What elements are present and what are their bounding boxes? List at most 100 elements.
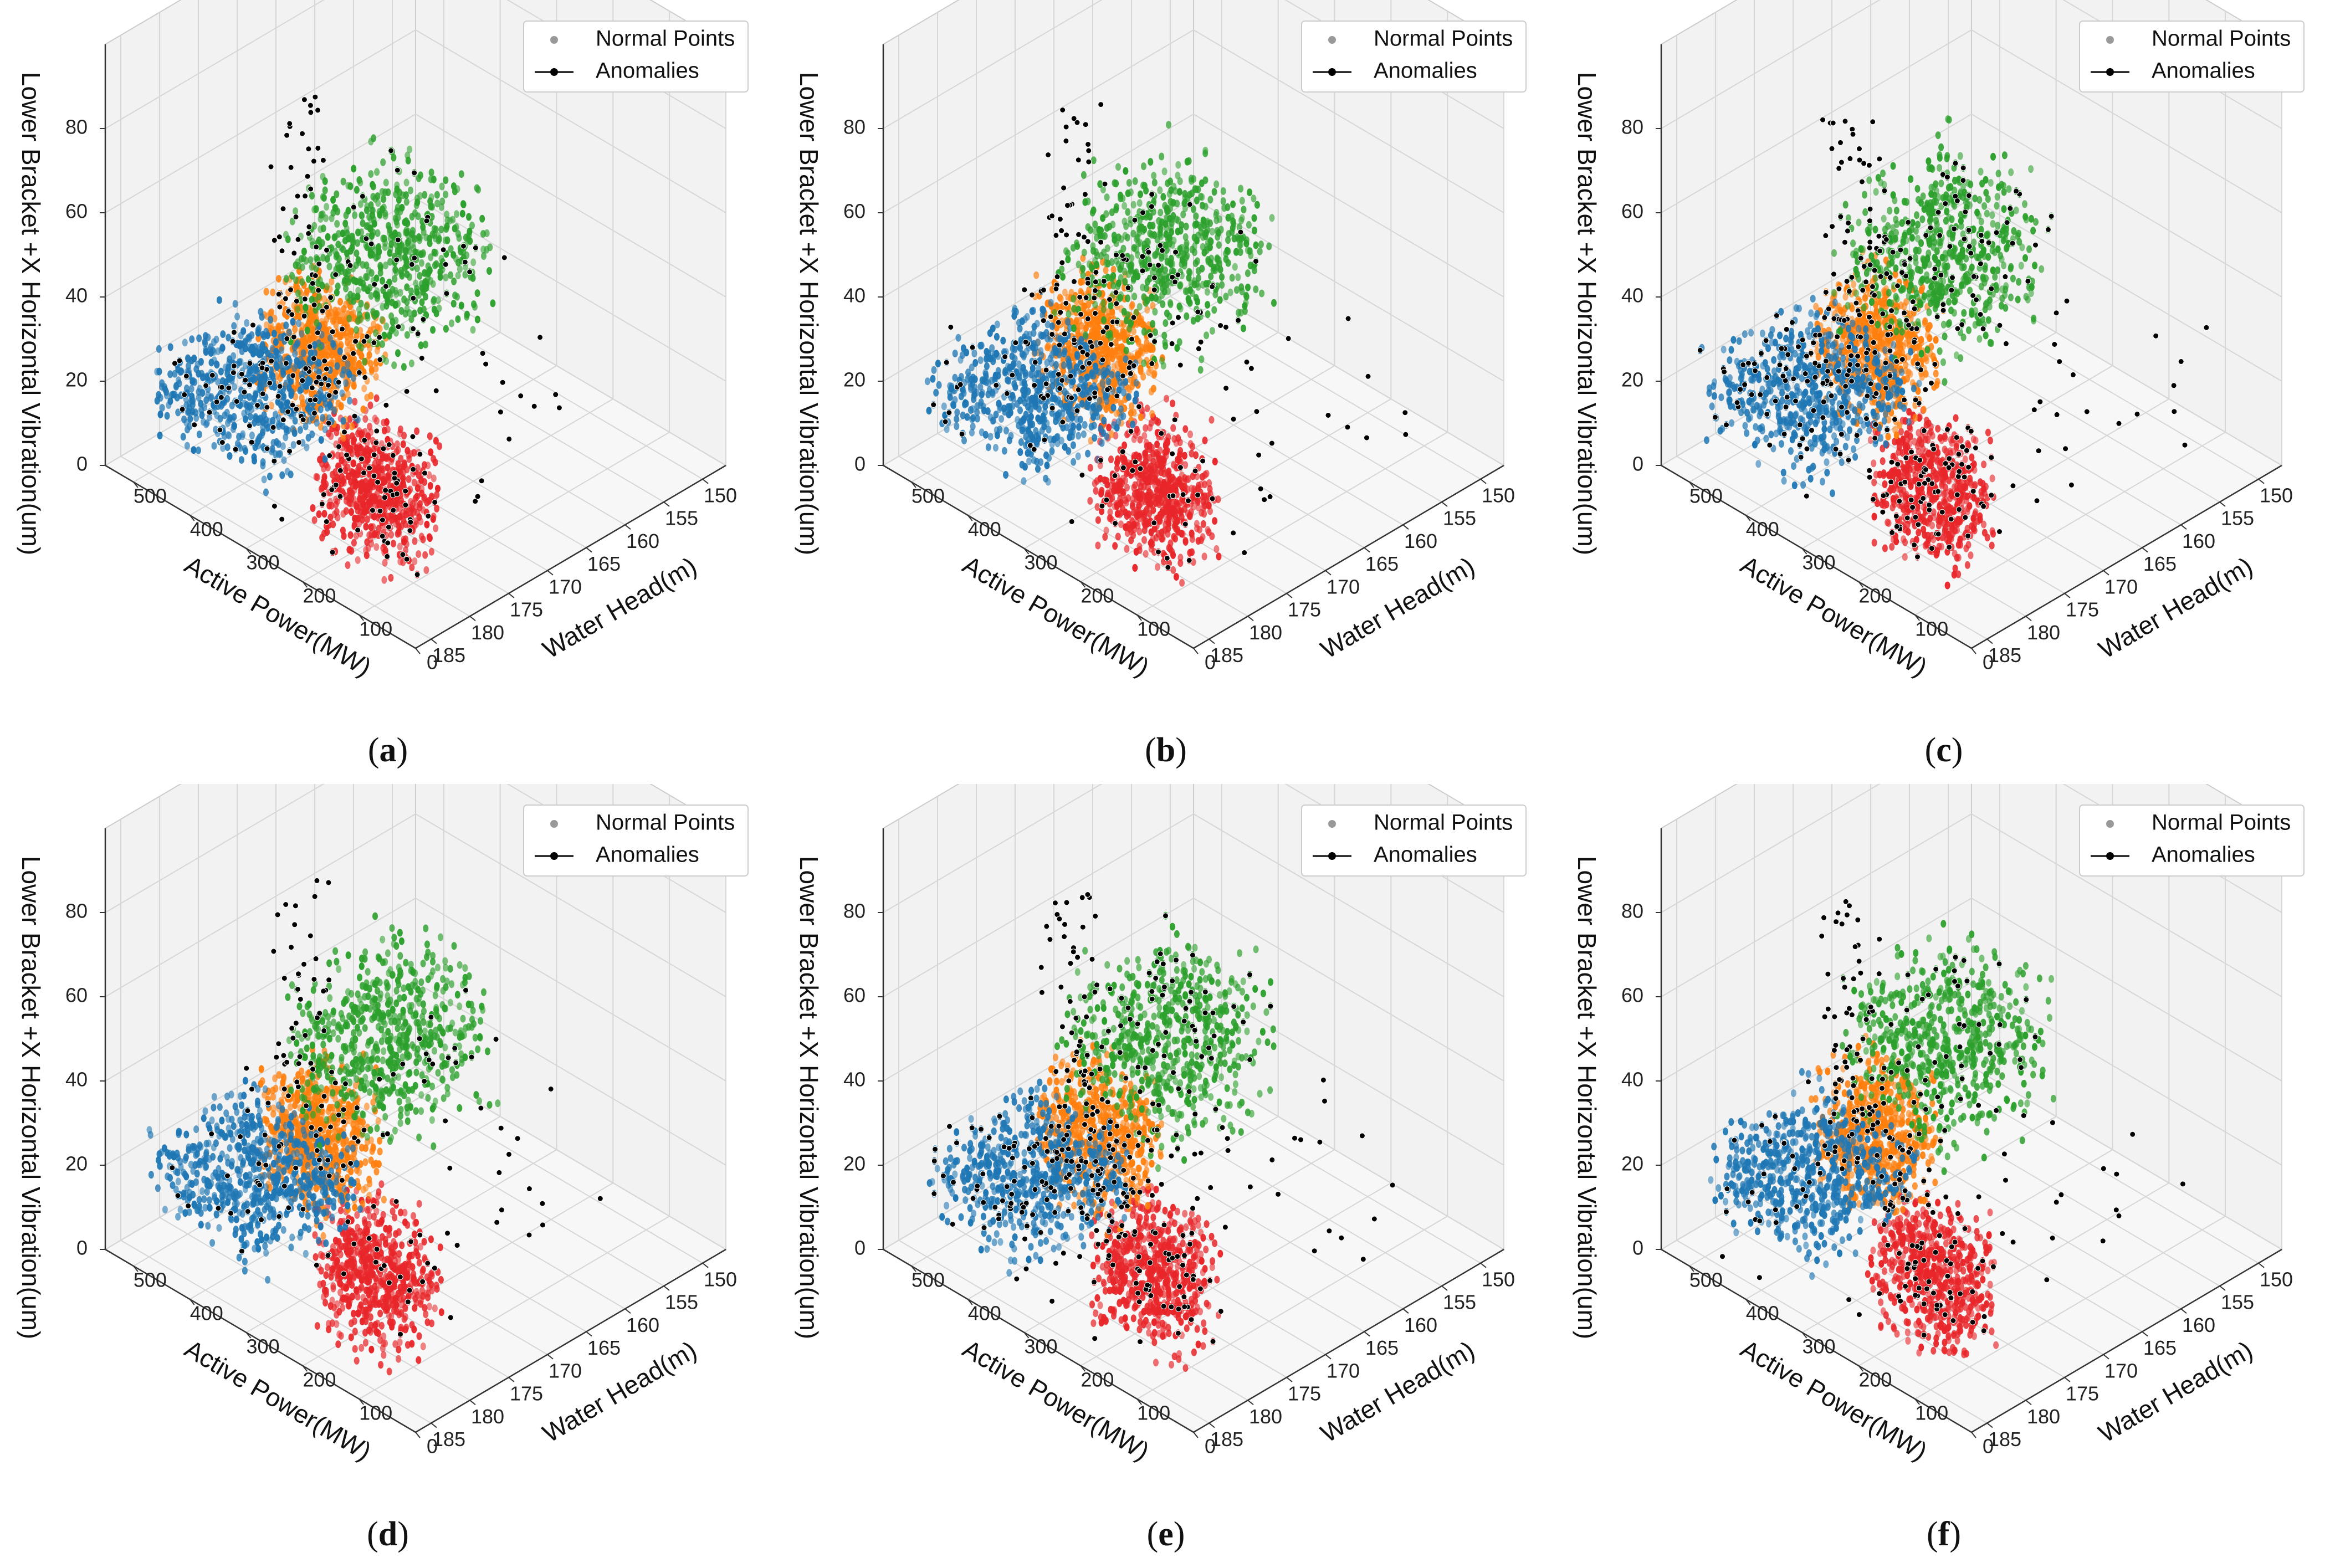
grid-z (883, 113, 1504, 298)
normal-point (1059, 409, 1066, 418)
power-tick-mark (1193, 648, 1199, 654)
normal-point (329, 278, 335, 286)
normal-point (1099, 507, 1105, 515)
normal-point (1166, 544, 1172, 552)
normal-point (379, 450, 385, 459)
normal-point (344, 275, 350, 283)
normal-point (167, 343, 173, 351)
normal-point (950, 401, 956, 409)
normal-point (273, 338, 279, 346)
normal-point (290, 317, 296, 326)
normal-point (1093, 487, 1099, 495)
head-tick-label: 170 (549, 575, 582, 598)
normal-point (428, 175, 434, 183)
normal-point (1201, 552, 1207, 561)
normal-point (434, 505, 440, 513)
normal-point (1030, 364, 1036, 372)
normal-point (328, 432, 334, 440)
normal-point (418, 476, 424, 484)
normal-point (1182, 233, 1189, 241)
anomaly-point (474, 493, 481, 500)
normal-point (1141, 359, 1147, 367)
normal-point (1148, 419, 1154, 427)
normal-point (226, 363, 231, 372)
anomaly-point (326, 452, 333, 459)
normal-point (1103, 526, 1109, 535)
normal-point (319, 351, 325, 359)
normal-point (347, 290, 354, 299)
anomaly-point (325, 382, 331, 388)
normal-point (1070, 441, 1076, 449)
normal-point (308, 256, 314, 264)
axis-lines (882, 44, 1504, 649)
normal-point (337, 332, 344, 341)
axis-lines (104, 44, 726, 649)
normal-point (423, 340, 428, 349)
normal-point (1200, 533, 1206, 541)
normal-point (1178, 507, 1184, 515)
anomaly-point (226, 385, 232, 391)
normal-point (994, 332, 1000, 341)
normal-point (167, 370, 173, 378)
normal-point (1081, 430, 1087, 438)
head-tick-mark (624, 524, 631, 530)
normal-point (1170, 566, 1176, 574)
normal-point (325, 463, 331, 472)
anomaly-point (537, 334, 544, 341)
normal-point (480, 245, 487, 254)
anomaly-point (518, 393, 524, 399)
normal-point (969, 415, 975, 423)
normal-point (1201, 504, 1206, 512)
grid-z (883, 29, 1504, 213)
vibration-tick-label: 20 (65, 368, 88, 391)
normal-point (355, 256, 361, 264)
normal-point (333, 253, 339, 261)
normal-point (420, 535, 426, 544)
normal-point (1172, 519, 1179, 527)
anomaly-point (362, 374, 368, 381)
anomaly-point (418, 355, 425, 361)
normal-point (1136, 454, 1143, 462)
normal-point (1076, 432, 1082, 440)
normal-point (433, 249, 439, 257)
normal-point (457, 265, 463, 273)
normal-point (242, 337, 248, 346)
normal-point (415, 212, 421, 221)
normal-point (280, 442, 286, 450)
normal-point (356, 176, 362, 184)
normal-point (431, 513, 437, 521)
anomaly-point (400, 551, 406, 558)
normal-point (347, 488, 354, 496)
normal-point (335, 265, 341, 273)
vibration-tick-label: 40 (65, 284, 88, 307)
normal-point (292, 325, 298, 334)
normal-point (1147, 493, 1153, 501)
normal-point (330, 359, 336, 367)
normal-point (414, 264, 420, 273)
normal-point (1100, 349, 1107, 357)
normal-point (1182, 483, 1188, 491)
normal-point (1033, 392, 1040, 400)
normal-point (1113, 339, 1119, 347)
normal-point (273, 411, 278, 419)
anomaly-point (217, 427, 223, 433)
anomaly-point (276, 304, 283, 310)
normal-point (397, 542, 403, 551)
normal-point (401, 363, 407, 371)
normal-point (1011, 380, 1017, 388)
normal-point (1003, 427, 1009, 435)
normal-point (429, 213, 435, 221)
normal-point (978, 398, 984, 406)
normal-point (404, 331, 410, 339)
normal-point (363, 241, 369, 249)
normal-point (1175, 161, 1181, 169)
normal-point (952, 373, 958, 382)
normal-point (386, 222, 392, 230)
normal-point (215, 378, 221, 386)
normal-point (401, 537, 407, 546)
normal-point (1074, 352, 1081, 361)
normal-point (343, 284, 349, 293)
anomaly-point (299, 130, 305, 137)
normal-point (941, 402, 947, 411)
anomaly-point (246, 423, 253, 429)
